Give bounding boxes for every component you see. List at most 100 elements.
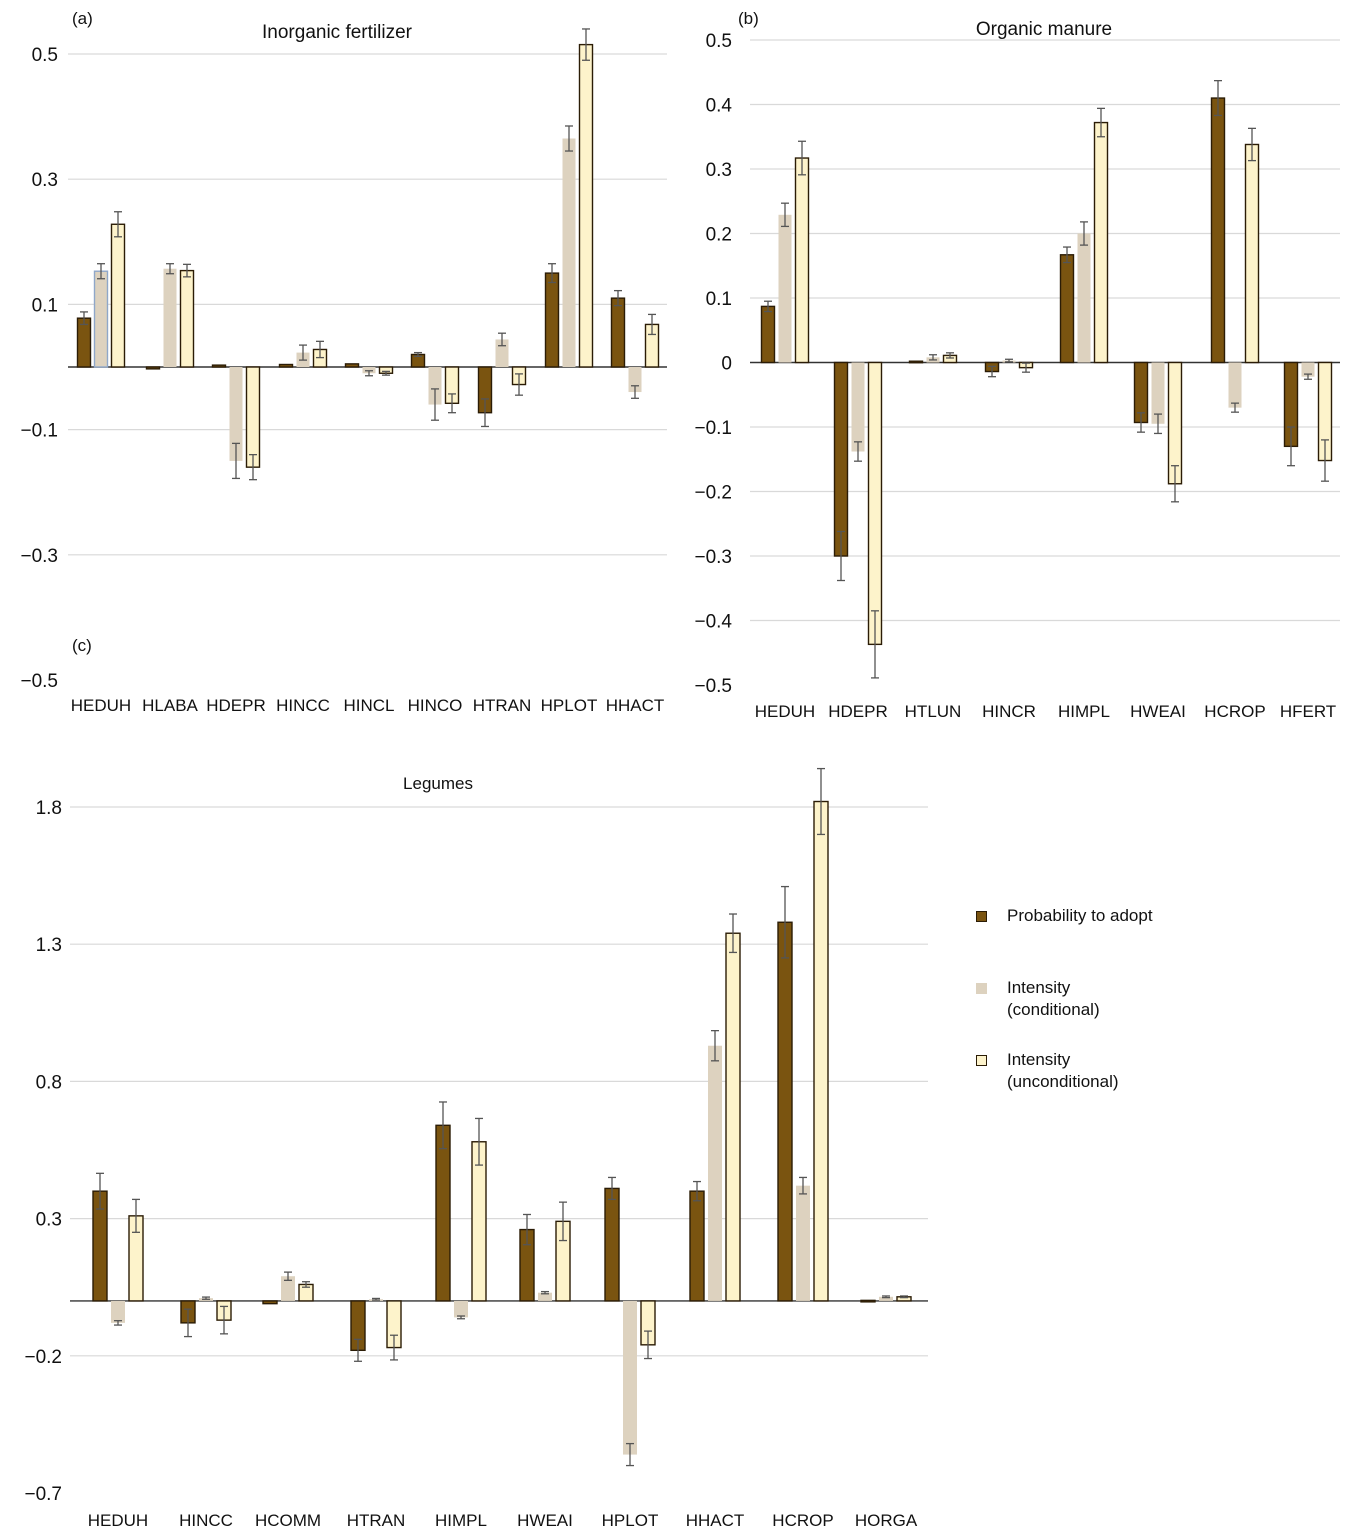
bar: [813, 800, 829, 1302]
x-tick-label: HPLOT: [602, 1511, 659, 1530]
y-tick-label: −0.1: [20, 421, 58, 442]
y-tick-label: 0.5: [706, 31, 732, 52]
bar: [833, 361, 849, 557]
x-tick-label: HEDUH: [755, 702, 815, 721]
y-tick-label: −0.5: [694, 676, 732, 697]
bar: [1301, 362, 1315, 377]
bar: [867, 361, 883, 646]
bar: [879, 1296, 893, 1301]
legend-swatch-unconditional: [976, 1055, 987, 1066]
bar: [689, 1190, 705, 1302]
bar: [1077, 233, 1091, 363]
legend: Probability to adopt Intensity (conditio…: [976, 905, 1226, 1121]
bar: [428, 367, 442, 405]
bar: [344, 363, 360, 368]
legend-item-unconditional: Intensity (unconditional): [976, 1049, 1226, 1121]
bar: [278, 363, 294, 368]
bar: [544, 272, 560, 368]
chart-panel: 0.5 0.4 0.3 0.2 0.1 0 −0.1 −0.2 −0.3 −0.4 −0.5 Orga…: [694, 9, 1340, 721]
x-tick-label: HTRAN: [347, 1511, 406, 1530]
legend-swatch-conditional: [976, 983, 987, 994]
x-tick-label: HDEPR: [206, 696, 266, 715]
x-tick-label: HINCC: [179, 1511, 233, 1530]
x-tick-label: HWEAI: [1130, 702, 1186, 721]
bar: [229, 367, 243, 461]
bar: [245, 366, 261, 468]
y-tick-label: 0.1: [32, 295, 58, 316]
y-tick-label: 0.8: [36, 1072, 62, 1093]
bar: [623, 1300, 637, 1455]
bar: [76, 317, 92, 368]
x-tick-label: HLABA: [142, 696, 198, 715]
bar: [562, 138, 576, 367]
x-tick-label: HORGA: [855, 1511, 918, 1530]
bar: [796, 1185, 810, 1301]
bar: [179, 269, 195, 368]
bar: [860, 1299, 876, 1303]
bar: [778, 214, 792, 363]
y-tick-label: −0.4: [694, 612, 732, 633]
y-tick-label: −0.7: [24, 1484, 62, 1505]
x-tick-label: HIMPL: [1058, 702, 1110, 721]
y-tick-label: 0.1: [706, 289, 732, 310]
panel-label: (c): [72, 636, 92, 655]
bar: [851, 362, 865, 452]
x-tick-label: HWEAI: [517, 1511, 573, 1530]
bar: [454, 1300, 468, 1318]
y-tick-label: 0.3: [32, 170, 58, 191]
x-tick-label: HINCL: [343, 696, 394, 715]
bar: [1244, 143, 1260, 364]
legend-item-conditional: Intensity (conditional): [976, 977, 1226, 1049]
chart-title: Inorganic fertilizer: [262, 22, 413, 43]
chart-title: Legumes: [403, 774, 473, 793]
legend-label-unconditional: Intensity (unconditional): [1007, 1050, 1119, 1091]
x-tick-label: HINCR: [982, 702, 1036, 721]
legend-label-conditional: Intensity (conditional): [1007, 978, 1100, 1019]
x-tick-label: HEDUH: [71, 696, 131, 715]
legend-swatch-probability: [976, 911, 987, 922]
bar: [1228, 362, 1242, 408]
bar: [145, 366, 161, 370]
bar: [538, 1292, 552, 1301]
bar: [794, 157, 810, 364]
bar: [777, 921, 793, 1302]
bar: [111, 1300, 125, 1323]
y-tick-label: −0.2: [694, 483, 732, 504]
bar: [760, 305, 776, 364]
x-tick-label: HHACT: [606, 696, 665, 715]
y-tick-label: 0.3: [36, 1210, 62, 1231]
x-tick-label: HEDUH: [88, 1511, 148, 1530]
x-tick-label: HCOMM: [255, 1511, 321, 1530]
x-tick-label: HCROP: [772, 1511, 833, 1530]
bar: [708, 1045, 722, 1301]
bar: [281, 1276, 295, 1301]
bar: [211, 364, 227, 368]
x-tick-label: HHACT: [686, 1511, 745, 1530]
x-tick-label: HIMPL: [435, 1511, 487, 1530]
legend-label-probability: Probability to adopt: [1007, 906, 1153, 925]
bar: [435, 1124, 451, 1302]
bar: [110, 223, 126, 368]
y-tick-label: −0.5: [20, 671, 58, 692]
legend-item-probability: Probability to adopt: [976, 905, 1226, 977]
bar: [262, 1300, 278, 1305]
y-tick-label: 1.8: [36, 798, 62, 819]
bar: [1059, 254, 1075, 364]
y-tick-label: 1.3: [36, 935, 62, 956]
panel-label: (a): [72, 9, 93, 28]
bar: [1093, 121, 1109, 364]
x-tick-label: HDEPR: [828, 702, 888, 721]
y-tick-label: 0: [721, 354, 732, 375]
chart-title: Organic manure: [976, 19, 1112, 40]
y-tick-label: 0.5: [32, 45, 58, 66]
y-tick-label: −0.2: [24, 1347, 62, 1368]
x-tick-label: HCROP: [1204, 702, 1265, 721]
x-tick-label: HTRAN: [473, 696, 532, 715]
x-tick-label: HFERT: [1280, 702, 1336, 721]
bar: [604, 1187, 620, 1302]
bar: [578, 43, 594, 368]
x-tick-label: HPLOT: [541, 696, 598, 715]
y-tick-label: 0.2: [706, 225, 732, 246]
y-tick-label: 0.4: [706, 96, 733, 117]
